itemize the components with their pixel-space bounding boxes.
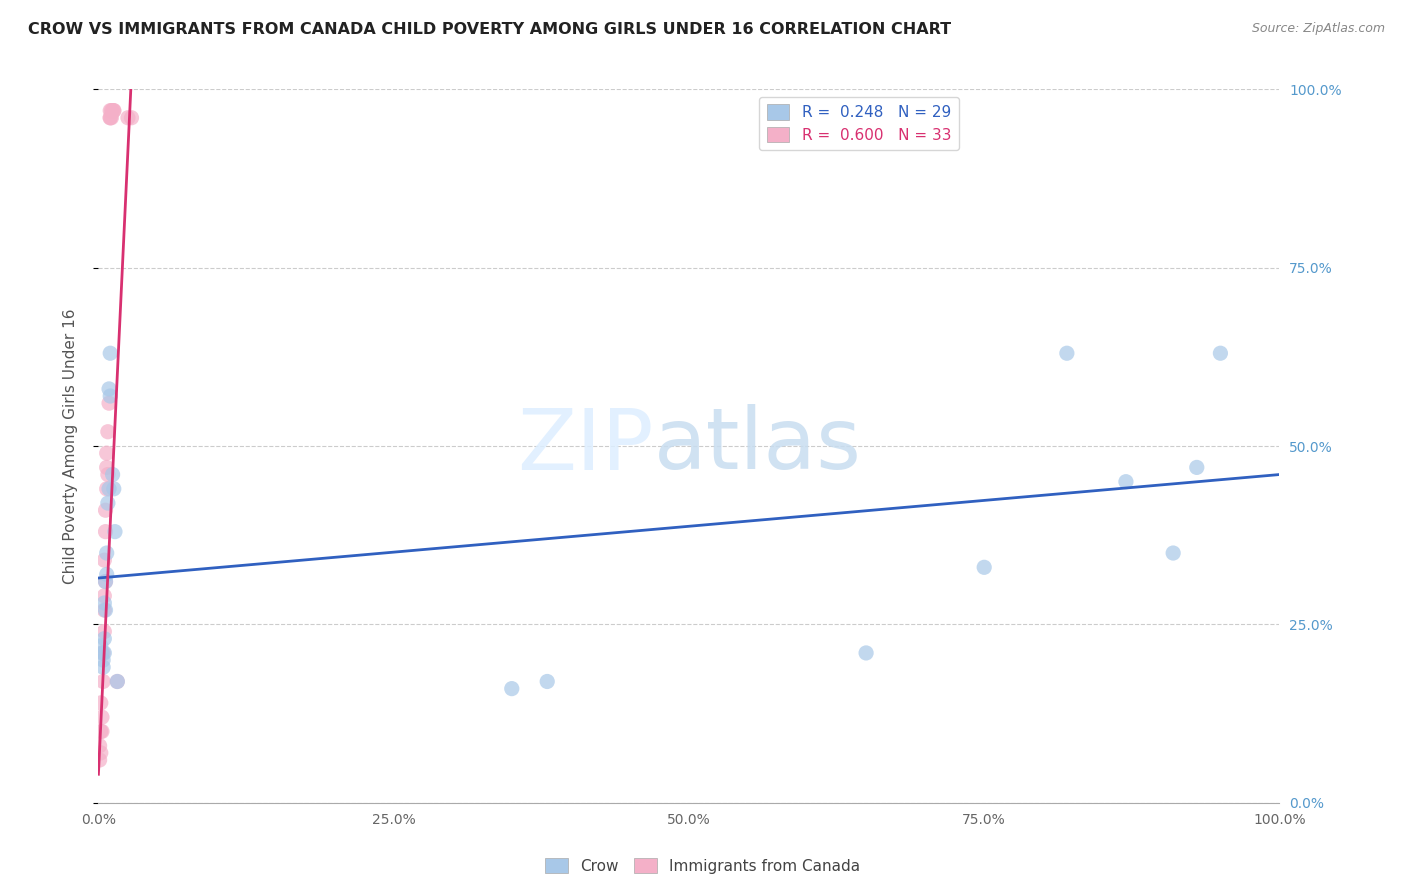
Point: [855, 646, 877, 660]
Point: [90, 639, 112, 653]
Point: [91, 724, 114, 739]
Point: [94, 603, 117, 617]
Point: [94, 524, 117, 539]
Text: atlas: atlas: [654, 404, 862, 488]
Point: [96, 460, 118, 475]
Point: [98, 389, 121, 403]
Point: [89, 753, 111, 767]
Point: [121, 111, 143, 125]
Legend: Crow, Immigrants from Canada: Crow, Immigrants from Canada: [540, 852, 866, 880]
Point: [93, 589, 115, 603]
Text: CROW VS IMMIGRANTS FROM CANADA CHILD POVERTY AMONG GIRLS UNDER 16 CORRELATION CH: CROW VS IMMIGRANTS FROM CANADA CHILD POV…: [28, 22, 952, 37]
Point: [90, 696, 112, 710]
Point: [103, 103, 125, 118]
Point: [96, 567, 118, 582]
Point: [98, 346, 121, 360]
Point: [1056, 346, 1078, 360]
Point: [117, 111, 139, 125]
Point: [501, 681, 523, 696]
Point: [94, 574, 117, 589]
Point: [98, 482, 121, 496]
Point: [98, 382, 121, 396]
Point: [93, 632, 115, 646]
Point: [93, 646, 115, 660]
Point: [1161, 546, 1184, 560]
Point: [103, 103, 125, 118]
Point: [93, 603, 115, 617]
Point: [97, 467, 120, 482]
Point: [97, 425, 120, 439]
Point: [105, 674, 128, 689]
Point: [98, 111, 121, 125]
Point: [98, 103, 121, 118]
Point: [105, 674, 128, 689]
Point: [96, 546, 118, 560]
Point: [96, 482, 118, 496]
Point: [90, 746, 112, 760]
Text: ZIP: ZIP: [517, 404, 654, 488]
Text: Source: ZipAtlas.com: Source: ZipAtlas.com: [1251, 22, 1385, 36]
Point: [103, 482, 125, 496]
Point: [98, 396, 121, 410]
Point: [536, 674, 558, 689]
Point: [91, 710, 114, 724]
Point: [98, 111, 121, 125]
Point: [104, 524, 127, 539]
Point: [94, 503, 117, 517]
Point: [100, 103, 122, 118]
Point: [1185, 460, 1208, 475]
Point: [91, 674, 114, 689]
Point: [93, 624, 115, 639]
Y-axis label: Child Poverty Among Girls Under 16: Child Poverty Among Girls Under 16: [63, 309, 77, 583]
Point: [101, 103, 124, 118]
Point: [89, 739, 111, 753]
Point: [93, 553, 115, 567]
Point: [97, 496, 120, 510]
Point: [94, 574, 117, 589]
Point: [91, 646, 114, 660]
Point: [96, 446, 118, 460]
Point: [100, 111, 122, 125]
Point: [91, 646, 114, 660]
Point: [1115, 475, 1137, 489]
Point: [90, 724, 112, 739]
Point: [93, 596, 115, 610]
Point: [1209, 346, 1232, 360]
Point: [91, 660, 114, 674]
Point: [91, 653, 114, 667]
Legend: R =  0.248   N = 29, R =  0.600   N = 33: R = 0.248 N = 29, R = 0.600 N = 33: [759, 97, 959, 150]
Point: [101, 467, 124, 482]
Point: [973, 560, 995, 574]
